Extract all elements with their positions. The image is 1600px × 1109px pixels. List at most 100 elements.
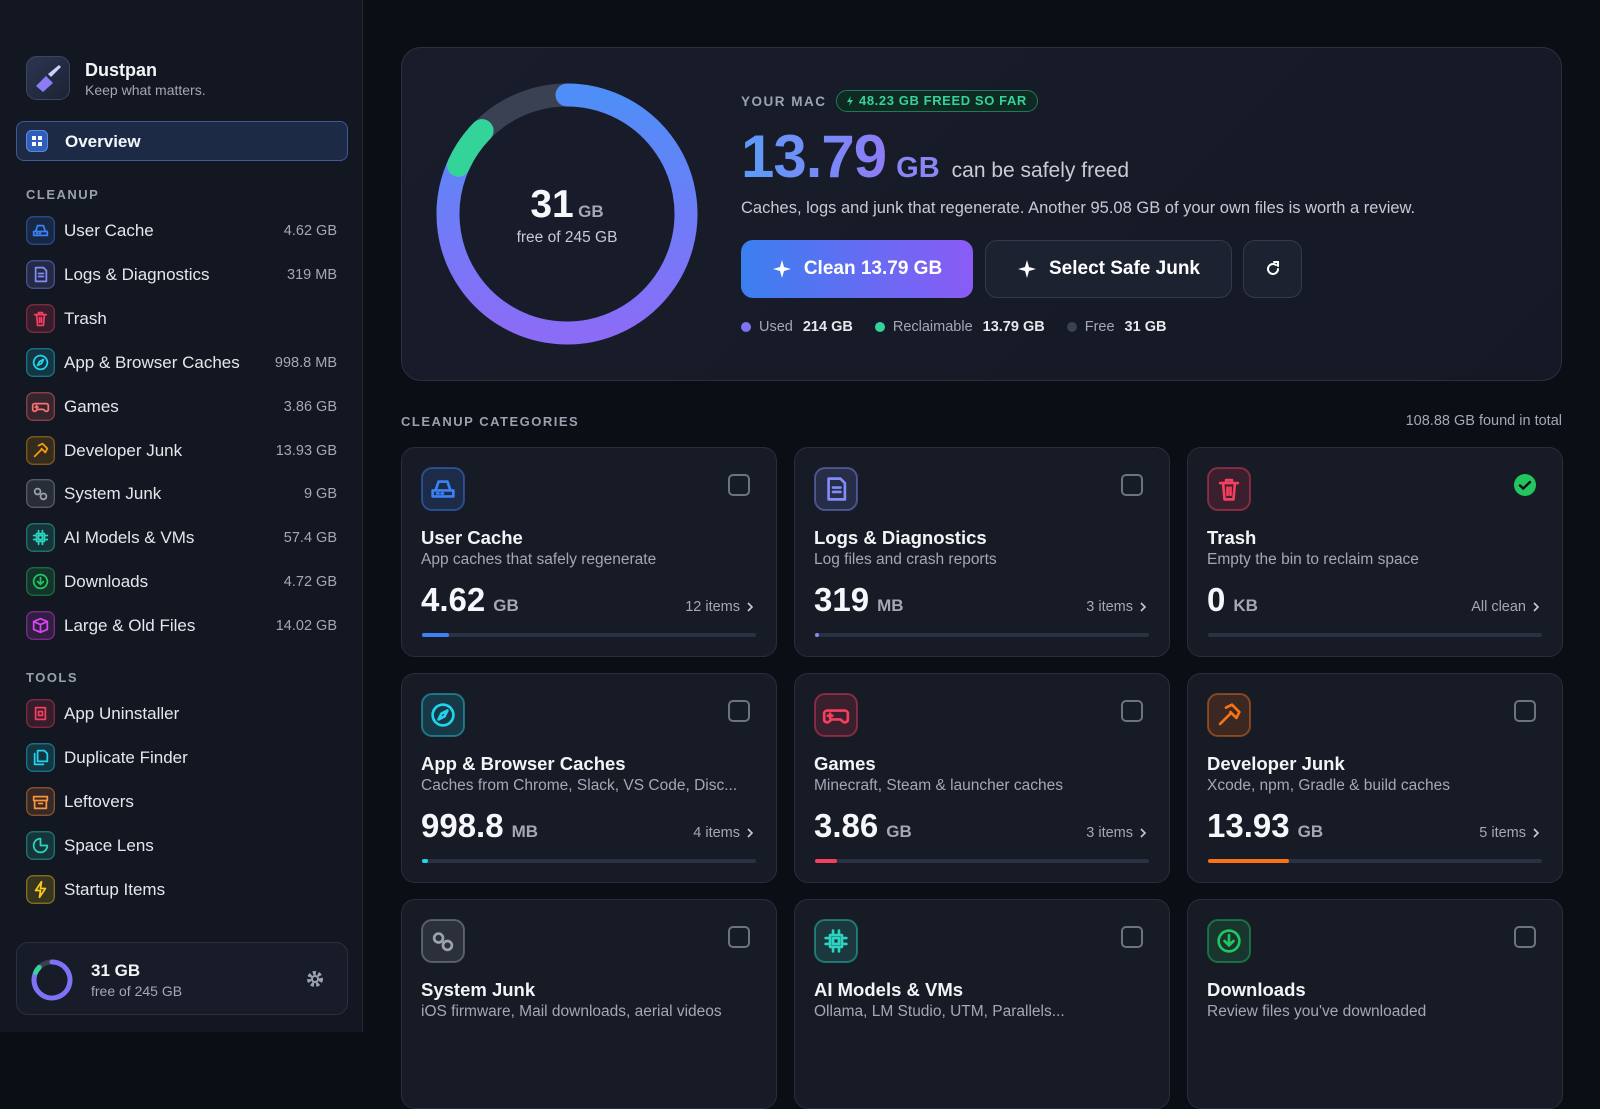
card-description: Empty the bin to reclaim space: [1207, 551, 1419, 568]
item-icon: [26, 742, 55, 772]
checkbox[interactable]: [1514, 700, 1536, 722]
card-description: iOS firmware, Mail downloads, aerial vid…: [421, 1003, 722, 1020]
nav-item[interactable]: Startup Items: [16, 871, 348, 909]
card-meta[interactable]: 12 items: [685, 599, 754, 615]
checkbox[interactable]: [1121, 700, 1143, 722]
check-circle: [1514, 474, 1536, 496]
category-card[interactable]: User Cache App caches that safely regener…: [401, 447, 777, 657]
select-button[interactable]: Select Safe Junk: [985, 240, 1232, 298]
nav-item[interactable]: Games 3.86 GB: [16, 388, 348, 426]
category-card[interactable]: Trash Empty the bin to reclaim space 0 KB Al…: [1187, 447, 1563, 657]
checkbox[interactable]: [728, 700, 750, 722]
size-unit: GB: [316, 530, 337, 547]
nav-item[interactable]: User Cache 4.62 GB: [16, 212, 348, 250]
card-meta[interactable]: 3 items: [1086, 825, 1147, 841]
icon-glyph: [34, 266, 48, 283]
ring-unit: GB: [578, 202, 604, 221]
icon-glyph: [34, 706, 47, 721]
nav-item[interactable]: App Uninstaller: [16, 695, 348, 733]
category-card[interactable]: Logs & Diagnostics Log files and crash re…: [794, 447, 1170, 657]
nav-item[interactable]: Developer Junk 13.93 GB: [16, 432, 348, 470]
category-card[interactable]: System Junk iOS firmware, Mail downloads,…: [401, 899, 777, 1109]
nav-item[interactable]: System Junk 9 GB: [16, 475, 348, 513]
legend-item: Used 214 GB: [741, 319, 853, 335]
card-meta[interactable]: 3 items: [1086, 599, 1147, 615]
chevron: [1140, 828, 1147, 838]
settings-icon[interactable]: [305, 969, 325, 989]
card-meta[interactable]: 5 items: [1479, 825, 1540, 841]
icon-bg: [26, 391, 55, 421]
category-card[interactable]: Downloads Review files you've downloaded: [1187, 899, 1563, 1109]
badge-icon: [847, 96, 853, 106]
item-icon: [814, 467, 858, 511]
chevron-path: [747, 828, 754, 838]
headline-unit: GB: [896, 152, 940, 184]
nav-item[interactable]: Space Lens: [16, 827, 348, 865]
checkbox-checked[interactable]: [1513, 473, 1537, 497]
size-unit: MB: [315, 354, 337, 371]
size-value: 9: [303, 486, 313, 503]
card-value-row: 13.93 GB: [1207, 807, 1323, 845]
category-card[interactable]: Developer Junk Xcode, npm, Gradle & build…: [1187, 673, 1563, 883]
item-icon: [26, 479, 55, 509]
nav-item[interactable]: Trash: [16, 300, 348, 338]
progress-fill: [422, 859, 428, 863]
progress-fill: [815, 859, 838, 863]
size-unit: GB: [316, 398, 337, 415]
nav-size: 14.02 GB: [276, 618, 337, 634]
checkbox[interactable]: [1514, 926, 1536, 948]
nav-size: 998.8 MB: [275, 355, 337, 371]
card-value-row: 4.62 GB: [421, 581, 519, 619]
icon-glyph: [431, 480, 455, 498]
section-heading: TOOLS: [26, 670, 79, 685]
nav-item[interactable]: AI Models & VMs 57.4 GB: [16, 519, 348, 557]
icon-bg: [421, 467, 465, 511]
icon-glyph: [1217, 929, 1241, 953]
icon-glyph: [33, 442, 49, 457]
item-icon: [26, 347, 55, 377]
icon-glyph: [822, 709, 850, 724]
checkbox[interactable]: [1121, 474, 1143, 496]
icon-bg: [26, 259, 55, 289]
nav-item[interactable]: Duplicate Finder: [16, 739, 348, 777]
nav-item[interactable]: Large & Old Files 14.02 GB: [16, 607, 348, 645]
category-card[interactable]: AI Models & VMs Ollama, LM Studio, UTM, P…: [794, 899, 1170, 1109]
size-value: 998.8: [274, 354, 312, 371]
card-description: Minecraft, Steam & launcher caches: [814, 777, 1063, 794]
refresh-button[interactable]: [1243, 240, 1302, 298]
icon-glyph: [32, 837, 49, 853]
size-value: 319: [287, 266, 312, 283]
category-card[interactable]: App & Browser Caches Caches from Chrome, …: [401, 673, 777, 883]
progress-fill: [422, 633, 449, 637]
checkbox[interactable]: [1121, 926, 1143, 948]
nav-icon: [26, 130, 48, 152]
chevron-path: [1533, 602, 1540, 612]
card-meta[interactable]: All clean: [1471, 599, 1540, 615]
progress-track: [815, 859, 1149, 863]
card-meta-text: 4 items: [693, 825, 740, 841]
item-icon: [1207, 693, 1251, 737]
checkbox[interactable]: [728, 474, 750, 496]
icon-glyph: [1218, 478, 1240, 501]
footer-caption: free of 245 GB: [91, 983, 183, 999]
legend-value: 31 GB: [1124, 319, 1167, 335]
clean-button[interactable]: Clean 13.79 GB: [741, 240, 973, 298]
nav-item[interactable]: Leftovers: [16, 783, 348, 821]
nav-item[interactable]: Logs & Diagnostics 319 MB: [16, 256, 348, 294]
item-icon: [26, 830, 55, 860]
icon-glyph: [1218, 703, 1241, 726]
legend-value: 13.79 GB: [982, 319, 1045, 335]
item-icon: [26, 435, 55, 465]
nav-item[interactable]: Downloads 4.72 GB: [16, 563, 348, 601]
nav-item[interactable]: App & Browser Caches 998.8 MB: [16, 344, 348, 382]
card-value-row: 998.8 MB: [421, 807, 538, 845]
nav-overview[interactable]: Overview: [16, 121, 348, 161]
category-card[interactable]: Games Minecraft, Steam & launcher caches 3…: [794, 673, 1170, 883]
card-meta[interactable]: 4 items: [693, 825, 754, 841]
headline-amount: 13.79: [741, 123, 887, 190]
icon-bg: [26, 303, 55, 333]
checkbox[interactable]: [728, 926, 750, 948]
card-value: 0: [1207, 581, 1226, 618]
card-unit: GB: [1297, 822, 1324, 841]
section-total: 108.88 GB found in total: [1405, 413, 1562, 429]
